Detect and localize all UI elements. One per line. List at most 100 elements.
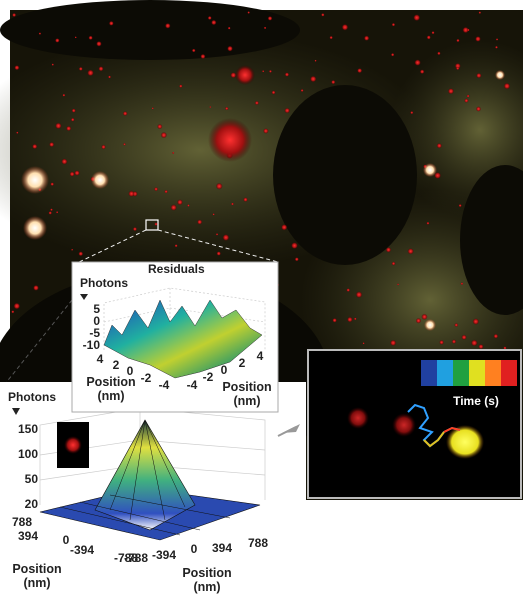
fluorescent-spot [176,199,183,206]
fluorescent-spot [50,208,53,212]
fluorescent-spot [396,283,400,286]
fluorescent-spot [439,339,445,345]
fluorescent-spot [281,224,288,231]
fluorescent-spot [391,22,396,27]
fluorescent-spot [390,52,395,57]
fluorescent-spot [454,323,459,328]
fluorescent-spot [32,143,38,150]
fluorescent-spot [61,158,68,165]
tick-label: -4 [187,378,198,392]
fluorescent-spot [12,12,17,18]
fluorescent-spot [55,38,60,43]
fluorescent-spot [284,72,290,77]
fluorescent-spot [230,72,237,79]
panel-title: Residuals [148,262,205,276]
y-axis-label: Position (nm) [222,380,272,408]
tick-label: -394 [70,543,94,557]
trajectory [423,431,445,448]
fluorescent-spot [464,98,469,103]
tick-label: 0 [127,364,134,378]
fluorescent-spot [456,38,460,43]
fluorescent-spot [66,125,72,132]
fluorescent-spot [413,14,421,22]
fluorescent-spot [475,106,482,112]
residual-surface [103,299,263,379]
fluorescent-spot [495,45,498,49]
nucleus [460,165,523,315]
fluorescent-spot [187,204,190,207]
fluorescent-spot [385,247,392,253]
fluorescent-spot [466,94,470,98]
fluorescent-spot [224,106,229,111]
fluorescent-spot [191,48,196,53]
time-colorbar [421,360,517,386]
fluorescent-spot [424,319,436,331]
fluorescent-spot [200,53,206,60]
fluorescent-spot [179,84,183,88]
fluorescent-spot [78,251,84,257]
fluorescent-spot [16,131,19,134]
tick-label: -788 [114,551,138,565]
fluorescent-spot [88,35,93,40]
fluorescent-spot [314,59,317,62]
fluorescent-spot [362,342,365,345]
fluorescent-spot [353,317,357,321]
fluorescent-spot [154,222,158,226]
fluorescent-spot [164,189,168,194]
fluorescent-spot [431,31,435,35]
fluorescent-spot [172,151,175,155]
fluorescent-spot [426,221,430,225]
tick-label: 0 [221,363,228,377]
fluorescent-spot [263,128,269,134]
fluorescent-spot [355,291,363,299]
tick-label: 50 [25,472,39,486]
fluorescent-spot [426,35,431,40]
tick-label: 394 [18,529,38,543]
fluorescent-spot [132,226,138,232]
fluorescent-spot [243,197,248,202]
tick-label: 4 [97,352,104,366]
fluorescent-spot [13,302,21,310]
fluorescent-spot [197,219,203,225]
trajectory [443,426,461,433]
fluorescent-spot [391,261,396,266]
molecule-spot [392,413,416,437]
fluorescent-spot [231,202,234,206]
fluorescent-spot [174,244,178,248]
molecule-spot [347,407,369,429]
fluorescent-spot [216,251,221,256]
fluorescent-spot [50,182,55,187]
zoom-line [74,229,147,265]
fluorescent-spot [55,211,59,214]
fluorescent-spot [212,213,215,216]
tick-label: 4 [257,349,264,363]
fluorescent-spot [458,203,462,208]
fluorescent-spot [33,284,39,291]
fluorescent-spot [389,339,397,347]
fluorescent-spot [222,234,230,241]
tick-label: -4 [159,378,170,392]
fluorescent-spot [475,36,481,42]
z-axis-label: Photons [8,390,56,404]
fluorescent-spot [347,316,353,323]
fluorescent-spot [160,131,168,139]
fluorescent-spot [101,144,106,150]
x-axis-label: Position (nm) [12,562,62,590]
fluorescent-spot [98,66,104,72]
fluorescent-spot [78,66,83,71]
fluorescent-spot [478,344,484,350]
fluorescent-spot [208,118,252,162]
fluorescent-spot [14,65,20,71]
fluorescent-spot [207,15,212,20]
fluorescent-spot [211,19,217,26]
fluorescent-spot [419,69,425,74]
tick-label: 20 [25,497,39,511]
fluorescent-spot [151,107,154,110]
fluorescent-spot [71,248,74,251]
fluorescent-spot [21,166,49,194]
fluorescent-spot [478,11,482,14]
tick-label: 2 [113,358,120,372]
fluorescent-spot [466,28,470,32]
tick-label: 5 [93,302,100,316]
